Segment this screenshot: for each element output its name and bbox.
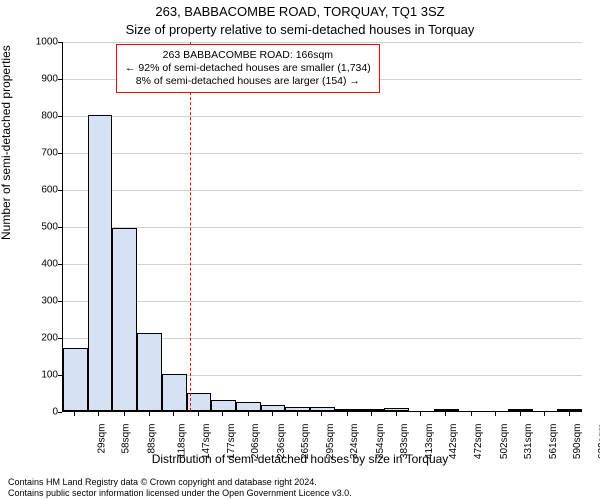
y-tick-label: 500 [26, 222, 58, 233]
histogram-bar [335, 409, 360, 411]
y-tick-label: 1000 [26, 37, 58, 48]
histogram-bar [162, 374, 187, 411]
y-tick-mark [58, 301, 62, 302]
histogram-bar [112, 228, 137, 411]
grid-line [63, 301, 582, 302]
x-tick-mark [471, 412, 472, 416]
grid-line [63, 264, 582, 265]
footer-credits: Contains HM Land Registry data © Crown c… [8, 477, 352, 498]
x-tick-label: 502sqm [499, 424, 510, 460]
x-tick-mark [173, 412, 174, 416]
x-tick-label: 383sqm [399, 424, 410, 460]
x-tick-mark [495, 412, 496, 416]
x-tick-label: 531sqm [523, 424, 534, 460]
x-tick-mark [420, 412, 421, 416]
x-tick-label: 472sqm [473, 424, 484, 460]
grid-line [63, 116, 582, 117]
grid-line [63, 227, 582, 228]
y-tick-label: 100 [26, 370, 58, 381]
marker-line [190, 42, 191, 411]
x-tick-mark [544, 412, 545, 416]
x-tick-label: 354sqm [375, 424, 386, 460]
x-tick-mark [371, 412, 372, 416]
y-tick-mark [58, 42, 62, 43]
y-tick-mark [58, 190, 62, 191]
y-tick-mark [58, 116, 62, 117]
y-tick-mark [58, 375, 62, 376]
x-tick-label: 561sqm [548, 424, 559, 460]
y-tick-mark [58, 153, 62, 154]
x-tick-label: 590sqm [572, 424, 583, 460]
x-tick-mark [222, 412, 223, 416]
histogram-bar [88, 115, 113, 411]
chart-container: { "title_line1": "263, BABBACOMBE ROAD, … [0, 0, 600, 500]
annotation-box: 263 BABBACOMBE ROAD: 166sqm ← 92% of sem… [116, 44, 380, 93]
x-tick-mark [248, 412, 249, 416]
x-tick-mark [297, 412, 298, 416]
y-tick-mark [58, 338, 62, 339]
x-tick-mark [98, 412, 99, 416]
x-tick-mark [569, 412, 570, 416]
x-tick-label: 206sqm [251, 424, 262, 460]
histogram-bar [137, 333, 162, 411]
x-tick-mark [74, 412, 75, 416]
histogram-bar [434, 409, 459, 411]
histogram-bar [236, 402, 261, 411]
x-tick-label: 442sqm [448, 424, 459, 460]
x-tick-mark [445, 412, 446, 416]
y-tick-label: 800 [26, 111, 58, 122]
histogram-bar [360, 409, 385, 411]
y-tick-label: 600 [26, 185, 58, 196]
y-tick-mark [58, 227, 62, 228]
x-tick-mark [272, 412, 273, 416]
annotation-line2: ← 92% of semi-detached houses are smalle… [125, 62, 371, 75]
x-tick-mark [198, 412, 199, 416]
x-tick-mark [124, 412, 125, 416]
x-tick-label: 295sqm [325, 424, 336, 460]
x-tick-label: 177sqm [226, 424, 237, 460]
x-tick-label: 265sqm [300, 424, 311, 460]
x-tick-label: 29sqm [97, 424, 108, 454]
y-tick-mark [58, 412, 62, 413]
x-tick-mark [347, 412, 348, 416]
x-tick-label: 88sqm [146, 424, 157, 454]
chart-title-line1: 263, BABBACOMBE ROAD, TORQUAY, TQ1 3SZ [0, 4, 600, 19]
y-tick-label: 300 [26, 296, 58, 307]
grid-line [63, 190, 582, 191]
y-tick-label: 700 [26, 148, 58, 159]
histogram-bar [211, 400, 236, 411]
y-tick-mark [58, 264, 62, 265]
y-tick-label: 0 [26, 407, 58, 418]
histogram-bar [508, 409, 533, 411]
x-tick-mark [396, 412, 397, 416]
x-tick-mark [149, 412, 150, 416]
annotation-line1: 263 BABBACOMBE ROAD: 166sqm [125, 49, 371, 62]
x-tick-mark [520, 412, 521, 416]
chart-title-line2: Size of property relative to semi-detach… [0, 22, 600, 37]
plot-area [62, 42, 582, 412]
histogram-bar [63, 348, 88, 411]
histogram-bar [261, 405, 286, 411]
x-tick-label: 324sqm [349, 424, 360, 460]
histogram-bar [557, 409, 582, 411]
x-tick-label: 118sqm [176, 424, 187, 459]
annotation-line3: 8% of semi-detached houses are larger (1… [125, 75, 371, 88]
x-tick-mark [321, 412, 322, 416]
histogram-bar [384, 408, 409, 411]
x-tick-label: 147sqm [201, 424, 212, 460]
histogram-bar [285, 407, 310, 411]
x-tick-label: 413sqm [424, 424, 435, 460]
grid-line [63, 153, 582, 154]
histogram-bar [310, 407, 335, 411]
grid-line [63, 42, 582, 43]
x-tick-label: 58sqm [121, 424, 132, 454]
y-tick-label: 400 [26, 259, 58, 270]
footer-line1: Contains HM Land Registry data © Crown c… [8, 477, 352, 487]
x-tick-label: 236sqm [276, 424, 287, 460]
footer-line2: Contains public sector information licen… [8, 488, 352, 498]
y-tick-label: 900 [26, 74, 58, 85]
y-axis-label: Number of semi-detached properties [0, 45, 13, 240]
y-tick-label: 200 [26, 333, 58, 344]
y-tick-mark [58, 79, 62, 80]
